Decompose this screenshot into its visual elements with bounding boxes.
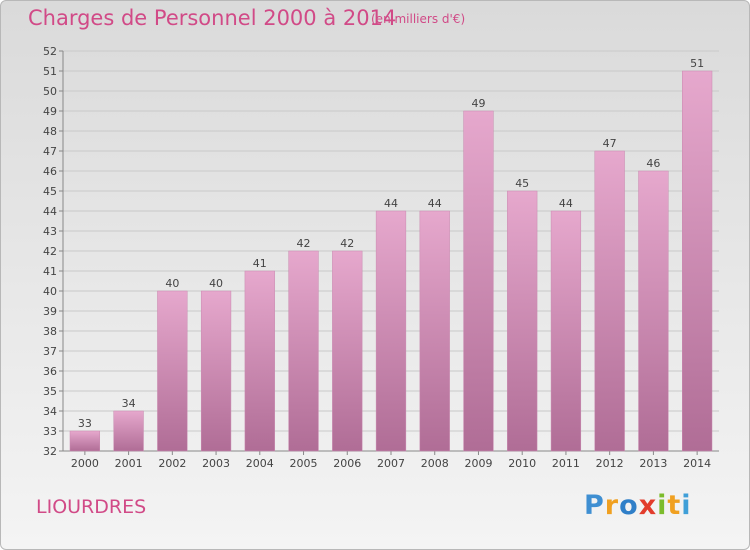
y-tick-label: 39 [43,305,57,318]
logo-letter: P [584,490,605,521]
labels: 32 33 34 35 36 37 38 39 40 41 42 43 44 45 46 47 48 49 50 51… [43,45,711,470]
bar-2010 [507,190,538,452]
x-tick-label-2013: 2013 [639,457,667,470]
bars [69,70,713,452]
chart-title: Charges de Personnel 2000 à 2014 [28,6,397,30]
logo-letter: o [619,490,639,521]
x-tick-label-2010: 2010 [508,457,536,470]
bar-2013 [638,170,669,452]
data-label-2007: 44 [384,197,398,210]
y-tick-label: 42 [43,245,57,258]
data-label-2004: 41 [253,257,267,270]
x-tick-label-2004: 2004 [246,457,274,470]
data-label-2002: 40 [165,277,179,290]
data-label-2000: 33 [78,417,92,430]
x-tick-label-2012: 2012 [596,457,624,470]
logo-letter: r [604,490,620,521]
data-label-2005: 42 [297,237,311,250]
x-tick-label-2006: 2006 [333,457,361,470]
x-tick-label-2001: 2001 [115,457,143,470]
x-tick-label-2014: 2014 [683,457,711,470]
data-label-2011: 44 [559,197,573,210]
data-label-2009: 49 [471,97,485,110]
logo-letter: t [667,490,682,521]
y-tick-label: 37 [43,345,57,358]
bar-2011 [550,210,582,452]
y-tick-label: 32 [43,445,57,458]
data-label-2003: 40 [209,277,223,290]
data-label-2012: 47 [603,137,617,150]
y-tick-label: 46 [43,165,57,178]
logo-letter: i [681,490,692,521]
y-tick-label: 49 [43,105,57,118]
x-tick-label-2003: 2003 [202,457,230,470]
logo-letter: x [638,490,658,521]
x-tick-label-2002: 2002 [158,457,186,470]
bar-2014 [682,70,713,452]
y-tick-label: 45 [43,185,57,198]
y-tick-label: 47 [43,145,57,158]
proxiti-logo: Proxiti [584,490,692,521]
bar-2003 [200,290,232,452]
data-label-2013: 46 [646,157,660,170]
chart-subtitle: (en milliers d'€) [371,12,466,26]
x-tick-label-2011: 2011 [552,457,580,470]
y-tick-label: 48 [43,125,57,138]
bar-2007 [375,210,407,452]
y-tick-label: 50 [43,85,57,98]
y-tick-label: 52 [43,45,57,58]
y-tick-label: 36 [43,365,57,378]
y-tick-label: 38 [43,325,57,338]
x-tick-label-2008: 2008 [421,457,449,470]
data-label-2006: 42 [340,237,354,250]
data-label-2001: 34 [122,397,136,410]
y-tick-label: 33 [43,425,57,438]
x-tick-label-2009: 2009 [464,457,492,470]
bar-2000 [69,430,100,452]
y-tick-label: 34 [43,405,57,418]
bar-2012 [594,150,625,452]
bar-2004 [244,270,275,452]
x-tick-label-2000: 2000 [71,457,99,470]
bar-2001 [113,410,144,452]
y-tick-label: 43 [43,225,57,238]
bar-2002 [157,290,188,452]
y-tick-label: 41 [43,265,57,278]
y-tick-label: 44 [43,205,57,218]
logo-letter: i [657,490,668,521]
y-tick-label: 40 [43,285,57,298]
bar-2008 [419,210,450,452]
commune-name: LIOURDRES [36,496,147,518]
x-tick-label-2005: 2005 [290,457,318,470]
y-tick-label: 35 [43,385,57,398]
bar-2009 [463,110,494,452]
y-tick-label: 51 [43,65,57,78]
x-tick-label-2007: 2007 [377,457,405,470]
bar-2005 [288,250,319,452]
data-label-2014: 51 [690,57,704,70]
bar-2006 [332,250,363,452]
data-label-2010: 45 [515,177,529,190]
data-label-2008: 44 [428,197,442,210]
